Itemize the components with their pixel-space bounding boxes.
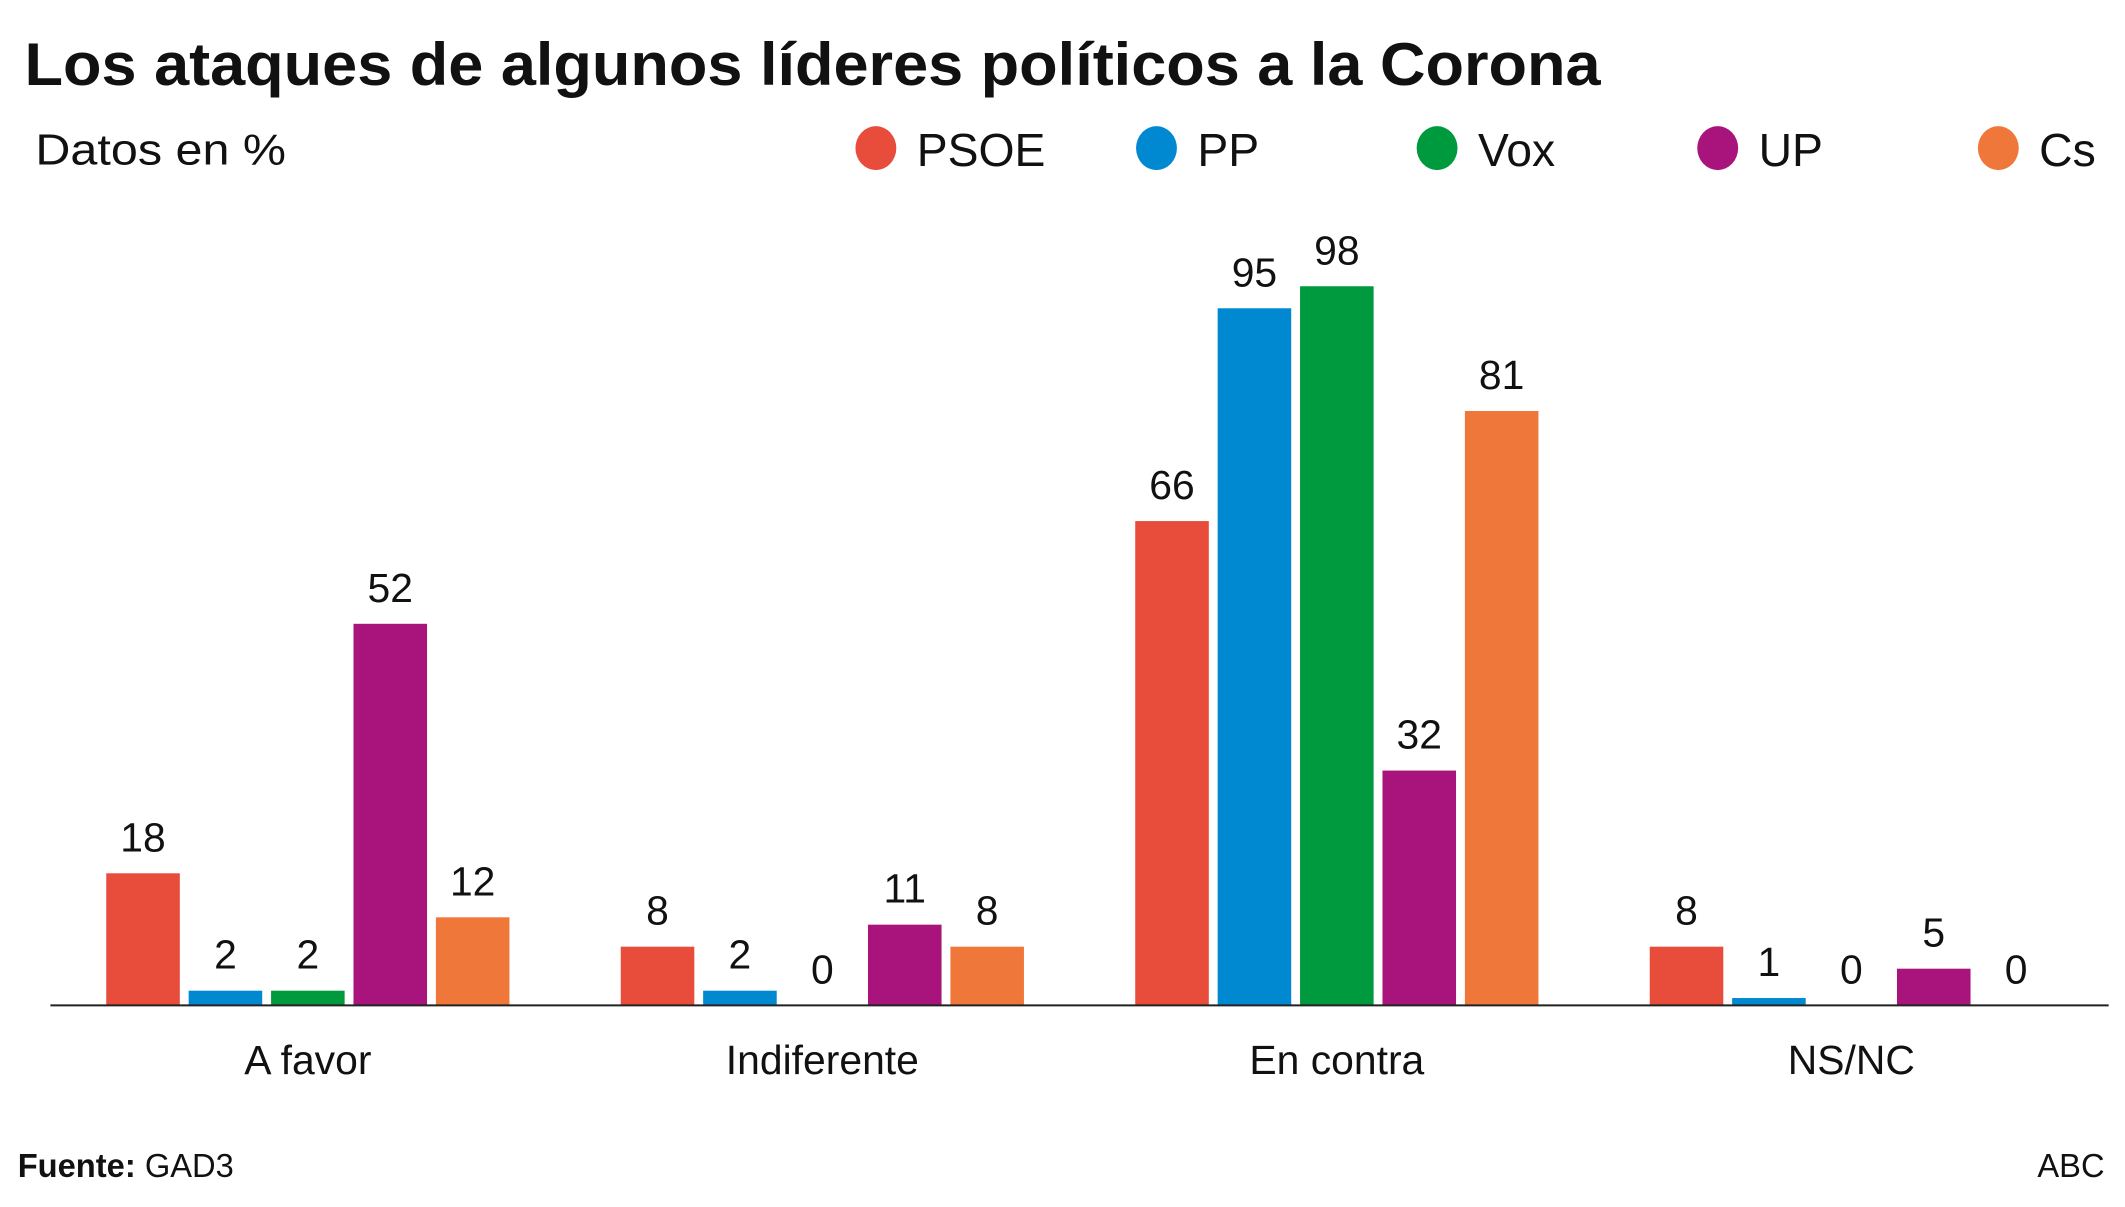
- bar: [1300, 286, 1374, 1006]
- legend: PSOE PP Vox UP Cs: [855, 124, 2096, 176]
- data-label: 2: [729, 932, 752, 978]
- bar: [1732, 998, 1806, 1006]
- legend-marker-psoe: [855, 126, 897, 171]
- bar: [188, 990, 263, 1006]
- data-label: 98: [1314, 227, 1359, 273]
- bar: [1135, 521, 1209, 1006]
- legend-marker-up: [1697, 126, 1739, 171]
- bar: [703, 990, 777, 1006]
- bar: [620, 946, 695, 1006]
- data-label: 5: [1922, 910, 1945, 956]
- bar: [271, 990, 345, 1006]
- chart-title: Los ataques de algunos líderes políticos…: [25, 31, 1602, 98]
- category-label: En contra: [1249, 1037, 1424, 1083]
- data-label: 11: [884, 866, 926, 912]
- bar: [1464, 410, 1539, 1006]
- legend-marker-pp: [1136, 126, 1177, 171]
- data-label: 52: [368, 565, 413, 611]
- bar: [1382, 770, 1457, 1006]
- data-label: 12: [450, 858, 495, 904]
- bar: [1649, 946, 1724, 1006]
- data-label: 1: [1758, 939, 1781, 985]
- bar: [950, 946, 1024, 1006]
- credit: ABC: [2037, 1147, 2104, 1184]
- data-label: 2: [214, 932, 237, 978]
- chart-subtitle: Datos en %: [35, 125, 286, 174]
- data-label: 2: [296, 932, 319, 978]
- legend-label: Vox: [1478, 124, 1555, 176]
- data-label: 18: [120, 814, 165, 860]
- category-label: Indiferente: [726, 1037, 919, 1083]
- data-label: 0: [811, 946, 834, 992]
- legend-marker-vox: [1416, 126, 1458, 171]
- data-label: 32: [1397, 711, 1442, 757]
- bar: [867, 924, 942, 1006]
- bar: [1217, 308, 1292, 1006]
- data-label: 95: [1232, 249, 1277, 295]
- legend-marker-cs: [1977, 126, 2019, 171]
- legend-label: PP: [1197, 124, 1259, 176]
- data-label: 66: [1149, 462, 1194, 508]
- source: Fuente: GAD3: [18, 1147, 234, 1184]
- bar: [353, 623, 428, 1006]
- data-label: 8: [646, 888, 669, 934]
- legend-label: UP: [1759, 124, 1823, 176]
- category-label: A favor: [244, 1037, 371, 1083]
- category-labels: A favor Indiferente En contra NS/NC: [244, 1037, 1915, 1083]
- data-label: 8: [976, 888, 999, 934]
- legend-label: Cs: [2039, 124, 2096, 176]
- bar: [435, 917, 510, 1006]
- source-label: Fuente:: [18, 1147, 136, 1184]
- legend-label: PSOE: [917, 124, 1046, 176]
- data-label: 0: [2005, 946, 2028, 992]
- data-label: 0: [1840, 946, 1863, 992]
- data-label: 81: [1479, 352, 1524, 398]
- category-label: NS/NC: [1788, 1037, 1915, 1083]
- bar: [1896, 968, 1971, 1006]
- data-label: 8: [1675, 888, 1698, 934]
- source-value: GAD3: [145, 1147, 234, 1184]
- bar: [106, 873, 180, 1006]
